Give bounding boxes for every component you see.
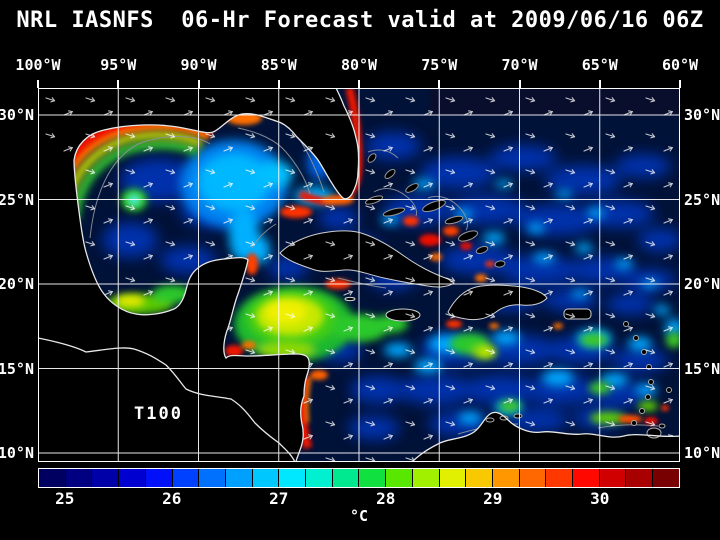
mexico-central-america-coast [73,159,310,463]
lon-tick-label: 95°W [100,56,137,74]
forecast-map: T100 [37,87,681,463]
map-frame [38,88,680,462]
south-america-coast [411,411,681,463]
colorbar-segment [519,469,547,487]
colorbar-segment [359,469,387,487]
gulf-us-florida-coast [73,87,360,200]
lon-tick-label: 85°W [260,56,297,74]
colorbar-segment [279,469,307,487]
lon-tick-label: 100°W [15,56,61,74]
temperature-colorbar [38,468,680,488]
depth-label: T100 [134,404,183,424]
colorbar-segment [65,469,93,487]
lon-tick-label: 80°W [340,56,378,74]
pacific-coast [37,337,296,463]
lat-tick-label: 15°N [684,359,720,378]
colorbar-segment [386,469,413,487]
lat-tick-label: 10°N [0,444,34,462]
colorbar-segment [653,469,679,487]
colorbar-segment [306,469,333,487]
colorbar-tick: 30 [590,489,610,508]
colorbar-segment [439,469,467,487]
colorbar-segment [626,469,654,487]
colorbar-segment [225,469,253,487]
latitude-axis-left: 30°N 25°N 20°N 15°N 10°N [0,88,34,462]
lon-tick-label: 70°W [501,56,538,74]
lat-tick-label: 20°N [0,275,34,293]
colorbar-tick-labels: 25 26 27 28 29 30 [38,489,680,508]
colorbar-segment [546,469,574,487]
colorbar-unit: °C [349,507,369,525]
ocean-temperature-map [37,87,681,463]
colorbar-segment [599,469,627,487]
lon-tick-label: 65°W [581,56,618,74]
lat-tick-label: 20°N [684,275,720,293]
lat-tick-label: 25°N [684,190,720,209]
page-title: NRL IASNFS 06-Hr Forecast valid at 2009/… [16,8,704,33]
lon-tick-label: 75°W [421,56,458,74]
colorbar-segment [252,469,280,487]
colorbar-tick: 28 [376,489,396,508]
colorbar-segment [199,469,226,487]
colorbar-segment [39,469,66,487]
lat-tick-label: 30°N [684,106,720,124]
colorbar-segment [332,469,360,487]
colorbar-tick: 29 [483,489,503,508]
colorbar-segment [172,469,200,487]
colorbar-tick: 26 [162,489,182,508]
colorbar-tick: 25 [55,489,75,508]
colorbar-segment [92,469,120,487]
colorbar-segment [145,469,173,487]
lon-tick-label: 90°W [180,56,217,74]
colorbar-segment [119,469,146,487]
lat-tick-label: 30°N [0,106,34,124]
lat-tick-label: 25°N [0,190,34,209]
lon-tick-label: 60°W [661,56,699,74]
colorbar-segment [412,469,440,487]
colorbar-tick: 27 [269,489,289,508]
lat-tick-label: 15°N [0,359,34,378]
colorbar-segment [492,469,520,487]
lat-tick-label: 10°N [684,444,720,462]
colorbar-segment [573,469,600,487]
colorbar-segment [466,469,493,487]
coastlines [37,87,681,463]
latitude-axis-right: 30°N 25°N 20°N 15°N 10°N [684,88,720,462]
longitude-axis: 100°W 95°W 90°W 85°W 80°W 75°W 70°W 65°W… [15,56,698,88]
